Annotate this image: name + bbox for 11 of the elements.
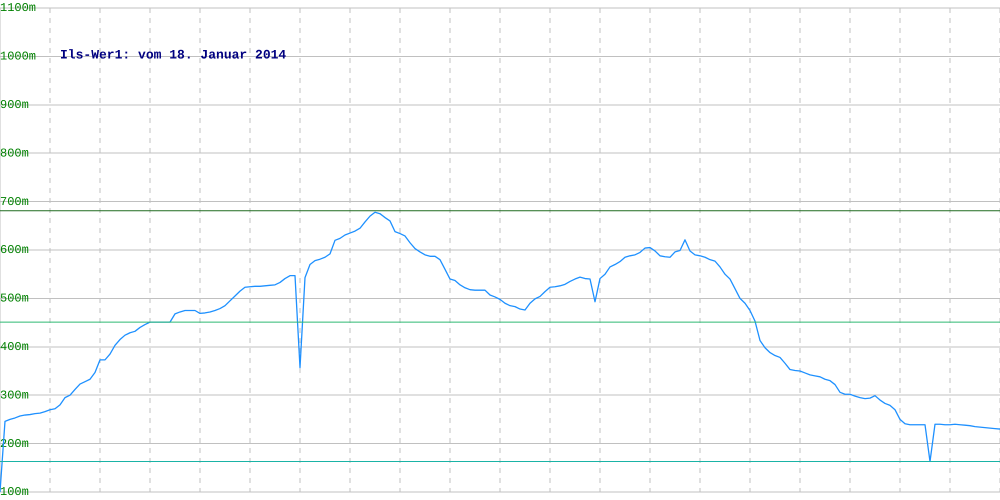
y-tick-label: 400m (0, 340, 29, 354)
y-tick-label: 1000m (0, 50, 36, 64)
y-tick-label: 500m (0, 292, 29, 306)
y-tick-label: 1100m (0, 1, 36, 16)
y-tick-label: 900m (0, 98, 29, 112)
y-tick-label: 700m (0, 194, 29, 209)
text: Ils-Wer1: vom 18. Januar 2014 (60, 48, 286, 63)
y-tick-label: 100m (0, 485, 29, 500)
y-tick-label: 600m (0, 243, 29, 258)
y-tick-label: 800m (0, 146, 29, 160)
y-tick-label: 300m (0, 388, 29, 402)
